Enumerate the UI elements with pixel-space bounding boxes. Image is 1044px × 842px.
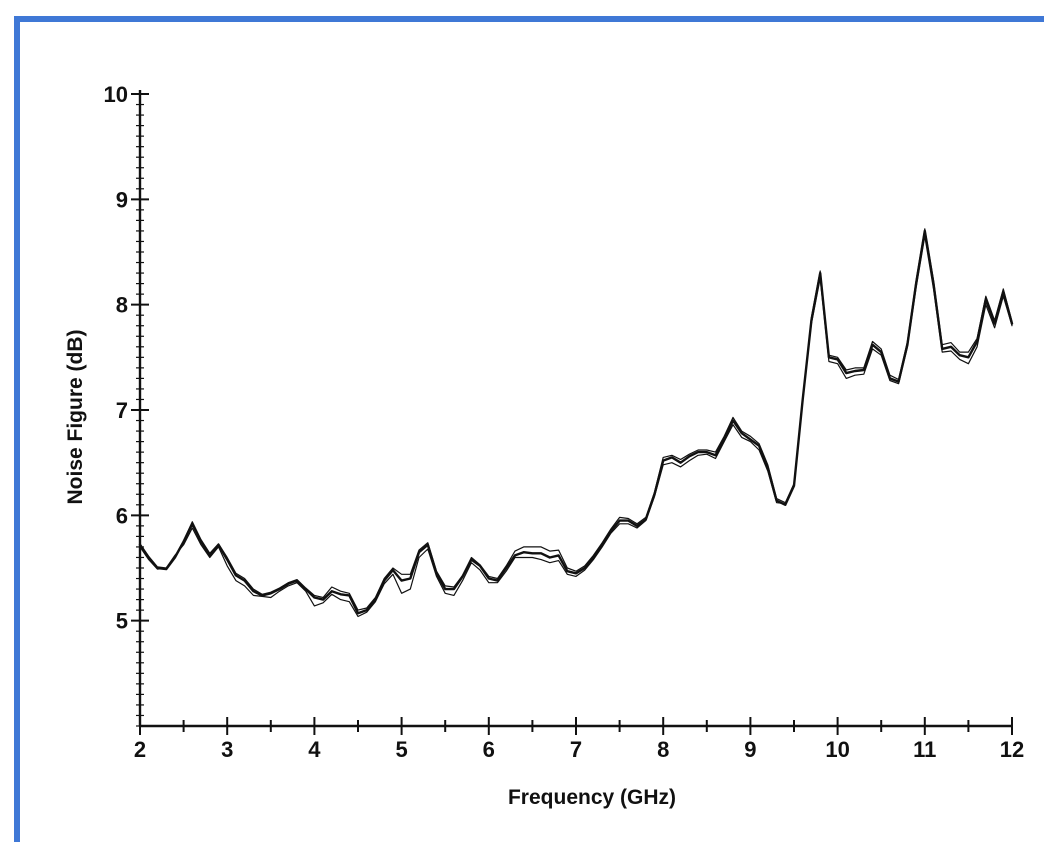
series-lines <box>138 228 1014 618</box>
x-tick-label: 3 <box>221 737 233 762</box>
x-tick-label: 4 <box>308 737 321 762</box>
x-tick-label: 11 <box>913 737 936 762</box>
y-tick-label: 10 <box>104 82 128 107</box>
x-tick-label: 6 <box>483 737 495 762</box>
y-tick-label: 6 <box>116 503 128 528</box>
y-axis-label: Noise Figure (dB) <box>64 329 87 504</box>
x-tick-label: 12 <box>1000 737 1024 762</box>
frame-top-border <box>14 16 1044 22</box>
x-tick-label: 5 <box>395 737 407 762</box>
x-tick-label: 2 <box>134 737 146 762</box>
y-tick-label: 8 <box>116 293 128 318</box>
series-line-3 <box>139 228 1013 611</box>
x-tick-label: 10 <box>825 737 849 762</box>
x-axis-label: Frequency (GHz) <box>508 786 676 809</box>
x-tick-label: 8 <box>657 737 669 762</box>
axis-ticks: 5 6 7 8 9 10 2 3 4 5 6 7 8 9 10 11 12 <box>104 82 1025 762</box>
series-line-2 <box>139 235 1013 618</box>
series-line-1 <box>138 229 1014 615</box>
frame-left-border <box>14 16 20 842</box>
x-tick-label: 7 <box>570 737 582 762</box>
plot-area: 5 6 7 8 9 10 2 3 4 5 6 7 8 9 10 11 12 <box>104 82 1025 762</box>
y-tick-label: 5 <box>116 609 128 634</box>
y-tick-label: 9 <box>116 187 128 212</box>
x-tick-label: 9 <box>744 737 756 762</box>
y-tick-label: 7 <box>116 398 128 423</box>
